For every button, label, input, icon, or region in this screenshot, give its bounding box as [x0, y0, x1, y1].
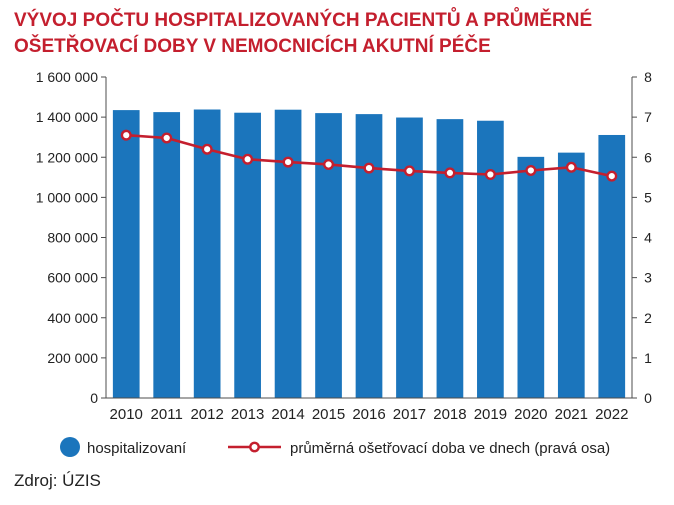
right-tick-label: 5 [644, 189, 652, 205]
legend-marker-hospitalizovani [60, 437, 80, 457]
right-y-axis: 0 1 2 3 4 5 6 7 8 [631, 69, 652, 406]
x-tick-label-2011: 2011 [151, 406, 183, 423]
x-tick-label-2010: 2010 [110, 406, 143, 423]
point-2015 [323, 158, 335, 170]
chart-title-line-2: OŠETŘOVACÍ DOBY V NEMOCNICÍCH AKUTNÍ PÉČ… [14, 35, 491, 57]
x-tick-label-2022: 2022 [595, 406, 628, 423]
right-tick-label: 7 [644, 109, 652, 125]
legend-label-osetrovaci-doba: průměrná ošetřovací doba ve dnech (pravá… [290, 440, 610, 457]
chart-title: VÝVOJ POČTU HOSPITALIZOVANÝCH PACIENTŮ A… [14, 8, 592, 57]
x-tick-label-2016: 2016 [352, 406, 385, 423]
left-tick-label: 0 [90, 390, 98, 406]
right-tick-label: 6 [644, 149, 652, 165]
bar-2012 [193, 109, 221, 398]
point-2019 [484, 169, 496, 181]
x-tick-label-2018: 2018 [433, 406, 466, 423]
point-2020 [525, 164, 537, 176]
x-tick-label-2021: 2021 [555, 406, 588, 423]
x-tick-label-2017: 2017 [393, 406, 426, 423]
bar-2021 [557, 152, 585, 398]
legend: hospitalizovaní průměrná ošetřovací doba… [60, 437, 610, 457]
point-2021 [565, 161, 577, 173]
point-2011 [161, 132, 173, 144]
x-tick-label-2012: 2012 [190, 406, 223, 423]
left-y-axis: 0 200 000 400 000 600 000 800 000 1 000 000 1 … [36, 69, 107, 406]
left-tick-label: 1 200 000 [36, 149, 98, 165]
legend-label-hospitalizovani: hospitalizovaní [87, 440, 187, 457]
bar-2017 [396, 117, 423, 399]
left-tick-label: 400 000 [47, 310, 98, 326]
x-tick-label-2015: 2015 [312, 406, 345, 423]
bar-2014 [274, 109, 302, 398]
x-tick-label-2020: 2020 [514, 406, 547, 423]
x-tick-label-2013: 2013 [231, 406, 264, 423]
left-tick-label: 1 000 000 [36, 189, 98, 205]
right-tick-label: 4 [644, 230, 652, 246]
x-tick-label-2014: 2014 [271, 406, 304, 423]
legend-marker-point [249, 441, 260, 453]
bar-2016 [355, 114, 383, 398]
left-tick-label: 200 000 [47, 350, 98, 366]
right-tick-label: 1 [644, 350, 652, 366]
bar-2010 [112, 110, 140, 399]
bar-2011 [153, 112, 181, 398]
point-2022 [606, 170, 618, 182]
source-note: Zdroj: ÚZIS [14, 471, 101, 490]
bar-2018 [436, 119, 464, 398]
right-tick-label: 0 [644, 390, 652, 406]
right-tick-label: 2 [644, 310, 652, 326]
left-tick-label: 600 000 [47, 270, 98, 286]
right-tick-label: 8 [644, 69, 652, 85]
left-tick-label: 1 600 000 [36, 69, 98, 85]
bar-series [112, 109, 626, 399]
line-series [120, 129, 618, 182]
left-tick-label: 800 000 [47, 230, 98, 246]
bar-2020 [517, 156, 545, 398]
chart-title-line-1: VÝVOJ POČTU HOSPITALIZOVANÝCH PACIENTŮ A… [14, 8, 592, 31]
point-2010 [120, 129, 132, 141]
point-2012 [201, 143, 213, 155]
bar-2015 [315, 113, 342, 399]
x-tick-label-2019: 2019 [474, 406, 507, 423]
point-2013 [242, 153, 254, 165]
point-2014 [282, 156, 294, 168]
left-tick-label: 1 400 000 [36, 109, 98, 125]
right-tick-label: 3 [644, 270, 652, 286]
point-2017 [403, 165, 415, 177]
bar-2019 [477, 120, 504, 398]
point-2018 [444, 167, 456, 179]
x-axis: 2010 2011 2012 2013 2014 2015 2016 2017 2018 2019… [106, 397, 632, 423]
point-2016 [363, 162, 375, 174]
